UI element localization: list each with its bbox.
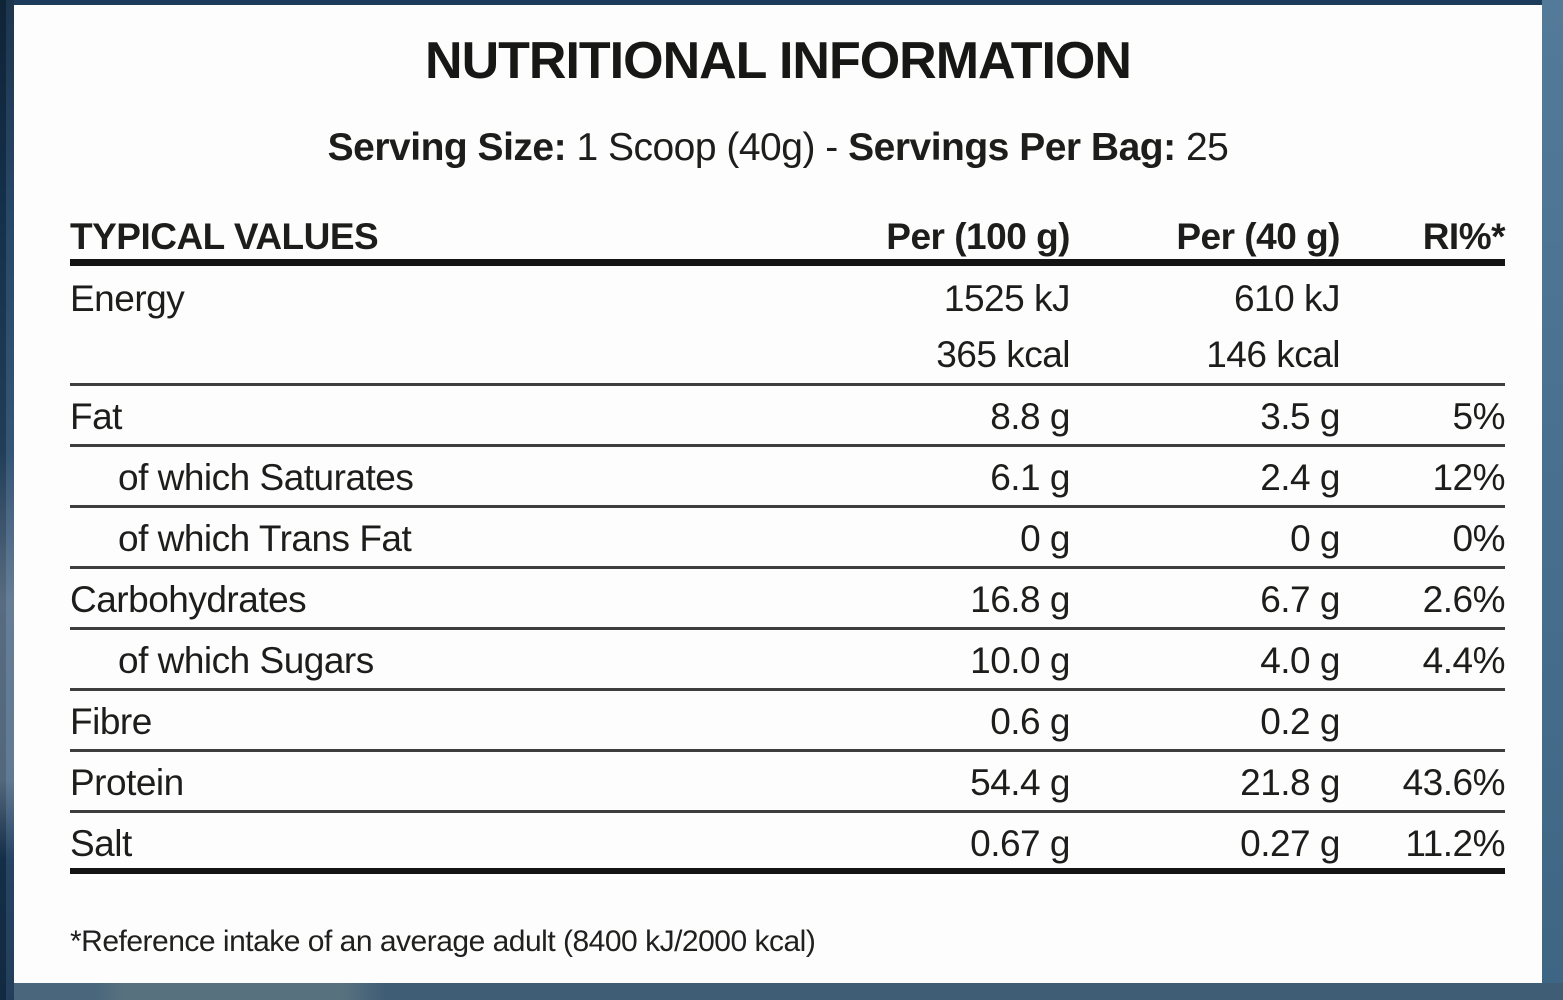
per-40g-value: 21.8 g — [1240, 762, 1340, 803]
per-100g-value: 365 kcal — [936, 334, 1070, 375]
nutrient-name: of which Trans Fat — [118, 518, 412, 559]
table-row-energy-kj: Energy 1525 kJ 610 kJ — [70, 266, 1505, 326]
ri-value: 43.6% — [1402, 762, 1506, 803]
ri-value: 4.4% — [1422, 640, 1506, 681]
per-40g-value: 610 kJ — [1233, 278, 1341, 319]
serving-size-label: Serving Size: — [327, 126, 567, 169]
serving-size-value: 1 Scoop (40g) — [576, 126, 815, 169]
column-header-ri-percent: RI%* — [1422, 216, 1506, 257]
per-100g-value: 0.67 g — [970, 823, 1070, 864]
background-left-strip — [0, 0, 14, 1000]
nutrient-name: of which Sugars — [118, 640, 374, 681]
table-row-energy-kcal: 365 kcal 146 kcal — [70, 326, 1505, 386]
ri-value: 5% — [1452, 396, 1506, 437]
per-100g-value: 10.0 g — [970, 640, 1070, 681]
servings-per-bag-value: 25 — [1185, 126, 1229, 169]
servings-per-bag-label: Servings Per Bag: — [848, 126, 1176, 169]
background-bottom-strip — [14, 983, 1563, 1000]
per-40g-value: 146 kcal — [1206, 334, 1340, 375]
per-100g-value: 54.4 g — [970, 762, 1070, 803]
ri-value: 2.6% — [1422, 579, 1506, 620]
nutrient-name: Protein — [70, 762, 184, 803]
label-title: NUTRITIONAL INFORMATION — [425, 32, 1132, 90]
per-100g-value: 8.8 g — [990, 396, 1070, 437]
per-100g-value: 0.6 g — [990, 701, 1070, 742]
table-row-fat: Fat 8.8 g 3.5 g 5% — [70, 386, 1506, 447]
per-40g-value: 2.4 g — [1260, 457, 1340, 498]
per-100g-value: 16.8 g — [970, 579, 1070, 620]
per-40g-value: 4.0 g — [1260, 640, 1340, 681]
per-40g-value: 3.5 g — [1260, 396, 1340, 437]
column-header-per-40g: Per (40 g) — [1176, 216, 1340, 257]
nutrition-table: TYPICAL VALUES Per (100 g) Per (40 g) RI… — [70, 208, 1506, 874]
background-right-strip — [1542, 0, 1563, 1000]
table-row-fibre: Fibre 0.6 g 0.2 g — [70, 691, 1505, 752]
nutrient-name: Carbohydrates — [70, 579, 307, 620]
ri-value: 12% — [1432, 457, 1505, 498]
serving-separator: - — [825, 126, 838, 169]
nutrient-name: Fibre — [70, 701, 152, 742]
nutrition-label-panel: NUTRITIONAL INFORMATION Serving Size: 1 … — [14, 5, 1542, 983]
table-row-salt: Salt 0.67 g 0.27 g 11.2% — [70, 813, 1505, 874]
table-row-saturates: of which Saturates 6.1 g 2.4 g 12% — [70, 447, 1505, 508]
table-header-row: TYPICAL VALUES Per (100 g) Per (40 g) RI… — [70, 208, 1506, 266]
table-row-protein: Protein 54.4 g 21.8 g 43.6% — [70, 752, 1506, 813]
ri-value: 0% — [1452, 518, 1506, 559]
column-header-typical-values: TYPICAL VALUES — [70, 216, 379, 257]
nutrient-name: Energy — [70, 278, 185, 319]
table-row-carbohydrates: Carbohydrates 16.8 g 6.7 g 2.6% — [70, 569, 1506, 630]
per-40g-value: 0.27 g — [1240, 823, 1340, 864]
per-100g-value: 1525 kJ — [943, 278, 1071, 319]
table-row-sugars: of which Sugars 10.0 g 4.0 g 4.4% — [70, 630, 1506, 691]
ri-value: 11.2% — [1405, 823, 1505, 864]
nutrient-name: Salt — [70, 823, 132, 864]
per-40g-value: 0.2 g — [1260, 701, 1340, 742]
table-row-trans-fat: of which Trans Fat 0 g 0 g 0% — [70, 508, 1506, 569]
column-header-per-100g: Per (100 g) — [886, 216, 1070, 257]
per-100g-value: 0 g — [1020, 518, 1070, 559]
reference-intake-note: *Reference intake of an average adult (8… — [70, 925, 816, 958]
per-40g-value: 0 g — [1290, 518, 1340, 559]
per-100g-value: 6.1 g — [990, 457, 1070, 498]
nutrient-name: of which Saturates — [118, 457, 414, 498]
serving-info-line: Serving Size: 1 Scoop (40g) - Servings P… — [14, 126, 1542, 170]
per-40g-value: 6.7 g — [1260, 579, 1340, 620]
nutrient-name: Fat — [70, 396, 122, 437]
